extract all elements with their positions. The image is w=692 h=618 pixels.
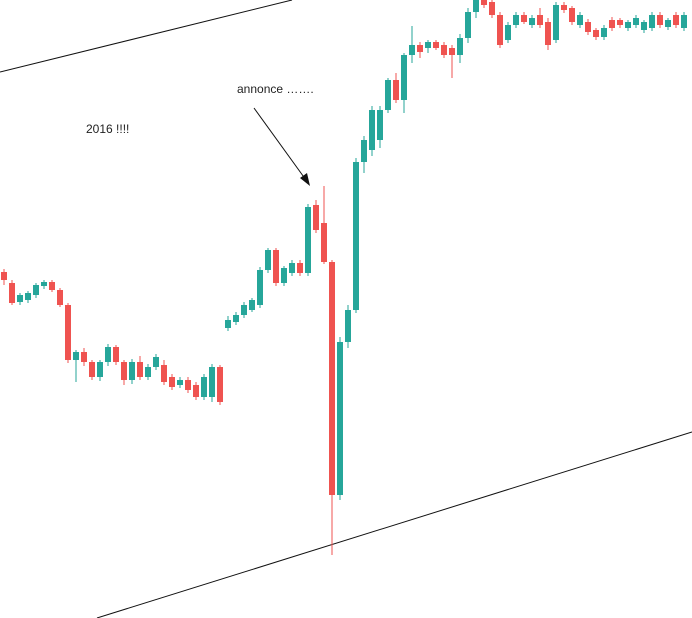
- candle-body: [409, 45, 415, 55]
- candle-body: [417, 45, 423, 52]
- candle-body: [289, 263, 295, 273]
- candle-body: [153, 357, 159, 367]
- candle-body: [665, 20, 671, 27]
- candle-body: [225, 320, 231, 328]
- candle-body: [97, 362, 103, 377]
- candle-body: [497, 15, 503, 45]
- candle-body: [105, 347, 111, 362]
- candle-body: [633, 18, 639, 25]
- candle-body: [569, 8, 575, 22]
- candle-body: [297, 263, 303, 273]
- candle-body: [441, 45, 447, 55]
- candle-body: [273, 250, 279, 283]
- candle-body: [241, 305, 247, 315]
- candle-body: [385, 80, 391, 110]
- candle-body: [9, 283, 15, 303]
- candle-body: [529, 18, 535, 25]
- candle-body: [353, 162, 359, 310]
- candle-body: [473, 0, 479, 12]
- candle-body: [585, 22, 591, 32]
- arrow-head: [300, 173, 310, 186]
- candle-body: [169, 377, 175, 387]
- candle-body: [217, 367, 223, 402]
- candle-body: [137, 362, 143, 377]
- candle-body: [257, 270, 263, 305]
- candle-body: [113, 347, 119, 362]
- candle-body: [161, 365, 167, 382]
- candle-body: [57, 290, 63, 305]
- candle-body: [681, 15, 687, 28]
- candle-body: [457, 38, 463, 55]
- candle-body: [537, 15, 543, 25]
- candle-body: [649, 15, 655, 28]
- candle-body: [369, 110, 375, 150]
- candle-body: [185, 380, 191, 390]
- candle-body: [177, 380, 183, 385]
- candle-body: [201, 377, 207, 397]
- candle-body: [673, 15, 679, 25]
- candle-body: [401, 55, 407, 100]
- candle-body: [233, 315, 239, 322]
- candle-body: [193, 385, 199, 397]
- candle-body: [601, 28, 607, 37]
- annotation: annonce …….: [237, 82, 314, 96]
- candle-body: [25, 293, 31, 300]
- candle-body: [321, 223, 327, 262]
- candle-body: [377, 110, 383, 140]
- trend-line: [96, 431, 692, 618]
- candle-body: [425, 42, 431, 48]
- candle-body: [65, 305, 71, 360]
- candle-body: [593, 30, 599, 37]
- candle-body: [505, 25, 511, 40]
- candle-body: [641, 22, 647, 30]
- candle-body: [345, 310, 351, 342]
- candle-body: [481, 0, 487, 5]
- candle-body: [41, 282, 47, 286]
- candle-body: [89, 362, 95, 377]
- candle-body: [305, 207, 311, 273]
- candle-body: [73, 352, 79, 360]
- candle-body: [577, 15, 583, 25]
- candle-body: [545, 22, 551, 45]
- trend-line: [0, 0, 293, 73]
- candle-body: [121, 362, 127, 380]
- candle-body: [281, 268, 287, 283]
- candle-body: [313, 205, 319, 230]
- annotation: 2016 !!!!: [86, 122, 129, 136]
- candle-body: [209, 367, 215, 397]
- candle-body: [521, 15, 527, 22]
- candle-body: [145, 367, 151, 377]
- candle-body: [337, 342, 343, 495]
- candle-body: [433, 42, 439, 48]
- candle-body: [361, 140, 367, 162]
- candle-body: [553, 5, 559, 40]
- candle-body: [249, 300, 255, 310]
- candle-body: [449, 48, 455, 55]
- candle-body: [49, 282, 55, 290]
- candle-body: [657, 15, 663, 25]
- candle-body: [329, 262, 335, 495]
- annotation-arrow: [253, 107, 307, 181]
- candle-body: [393, 80, 399, 100]
- candle-body: [489, 2, 495, 15]
- candle-body: [625, 22, 631, 28]
- candle-body: [1, 272, 7, 280]
- candle-body: [33, 285, 39, 295]
- candle-body: [513, 15, 519, 25]
- candle-body: [17, 295, 23, 302]
- candle-body: [561, 5, 567, 10]
- candle-body: [617, 20, 623, 25]
- candle-body: [465, 12, 471, 38]
- candle-body: [609, 20, 615, 28]
- candle-body: [265, 250, 271, 270]
- candle-body: [129, 362, 135, 380]
- candle-body: [81, 352, 87, 362]
